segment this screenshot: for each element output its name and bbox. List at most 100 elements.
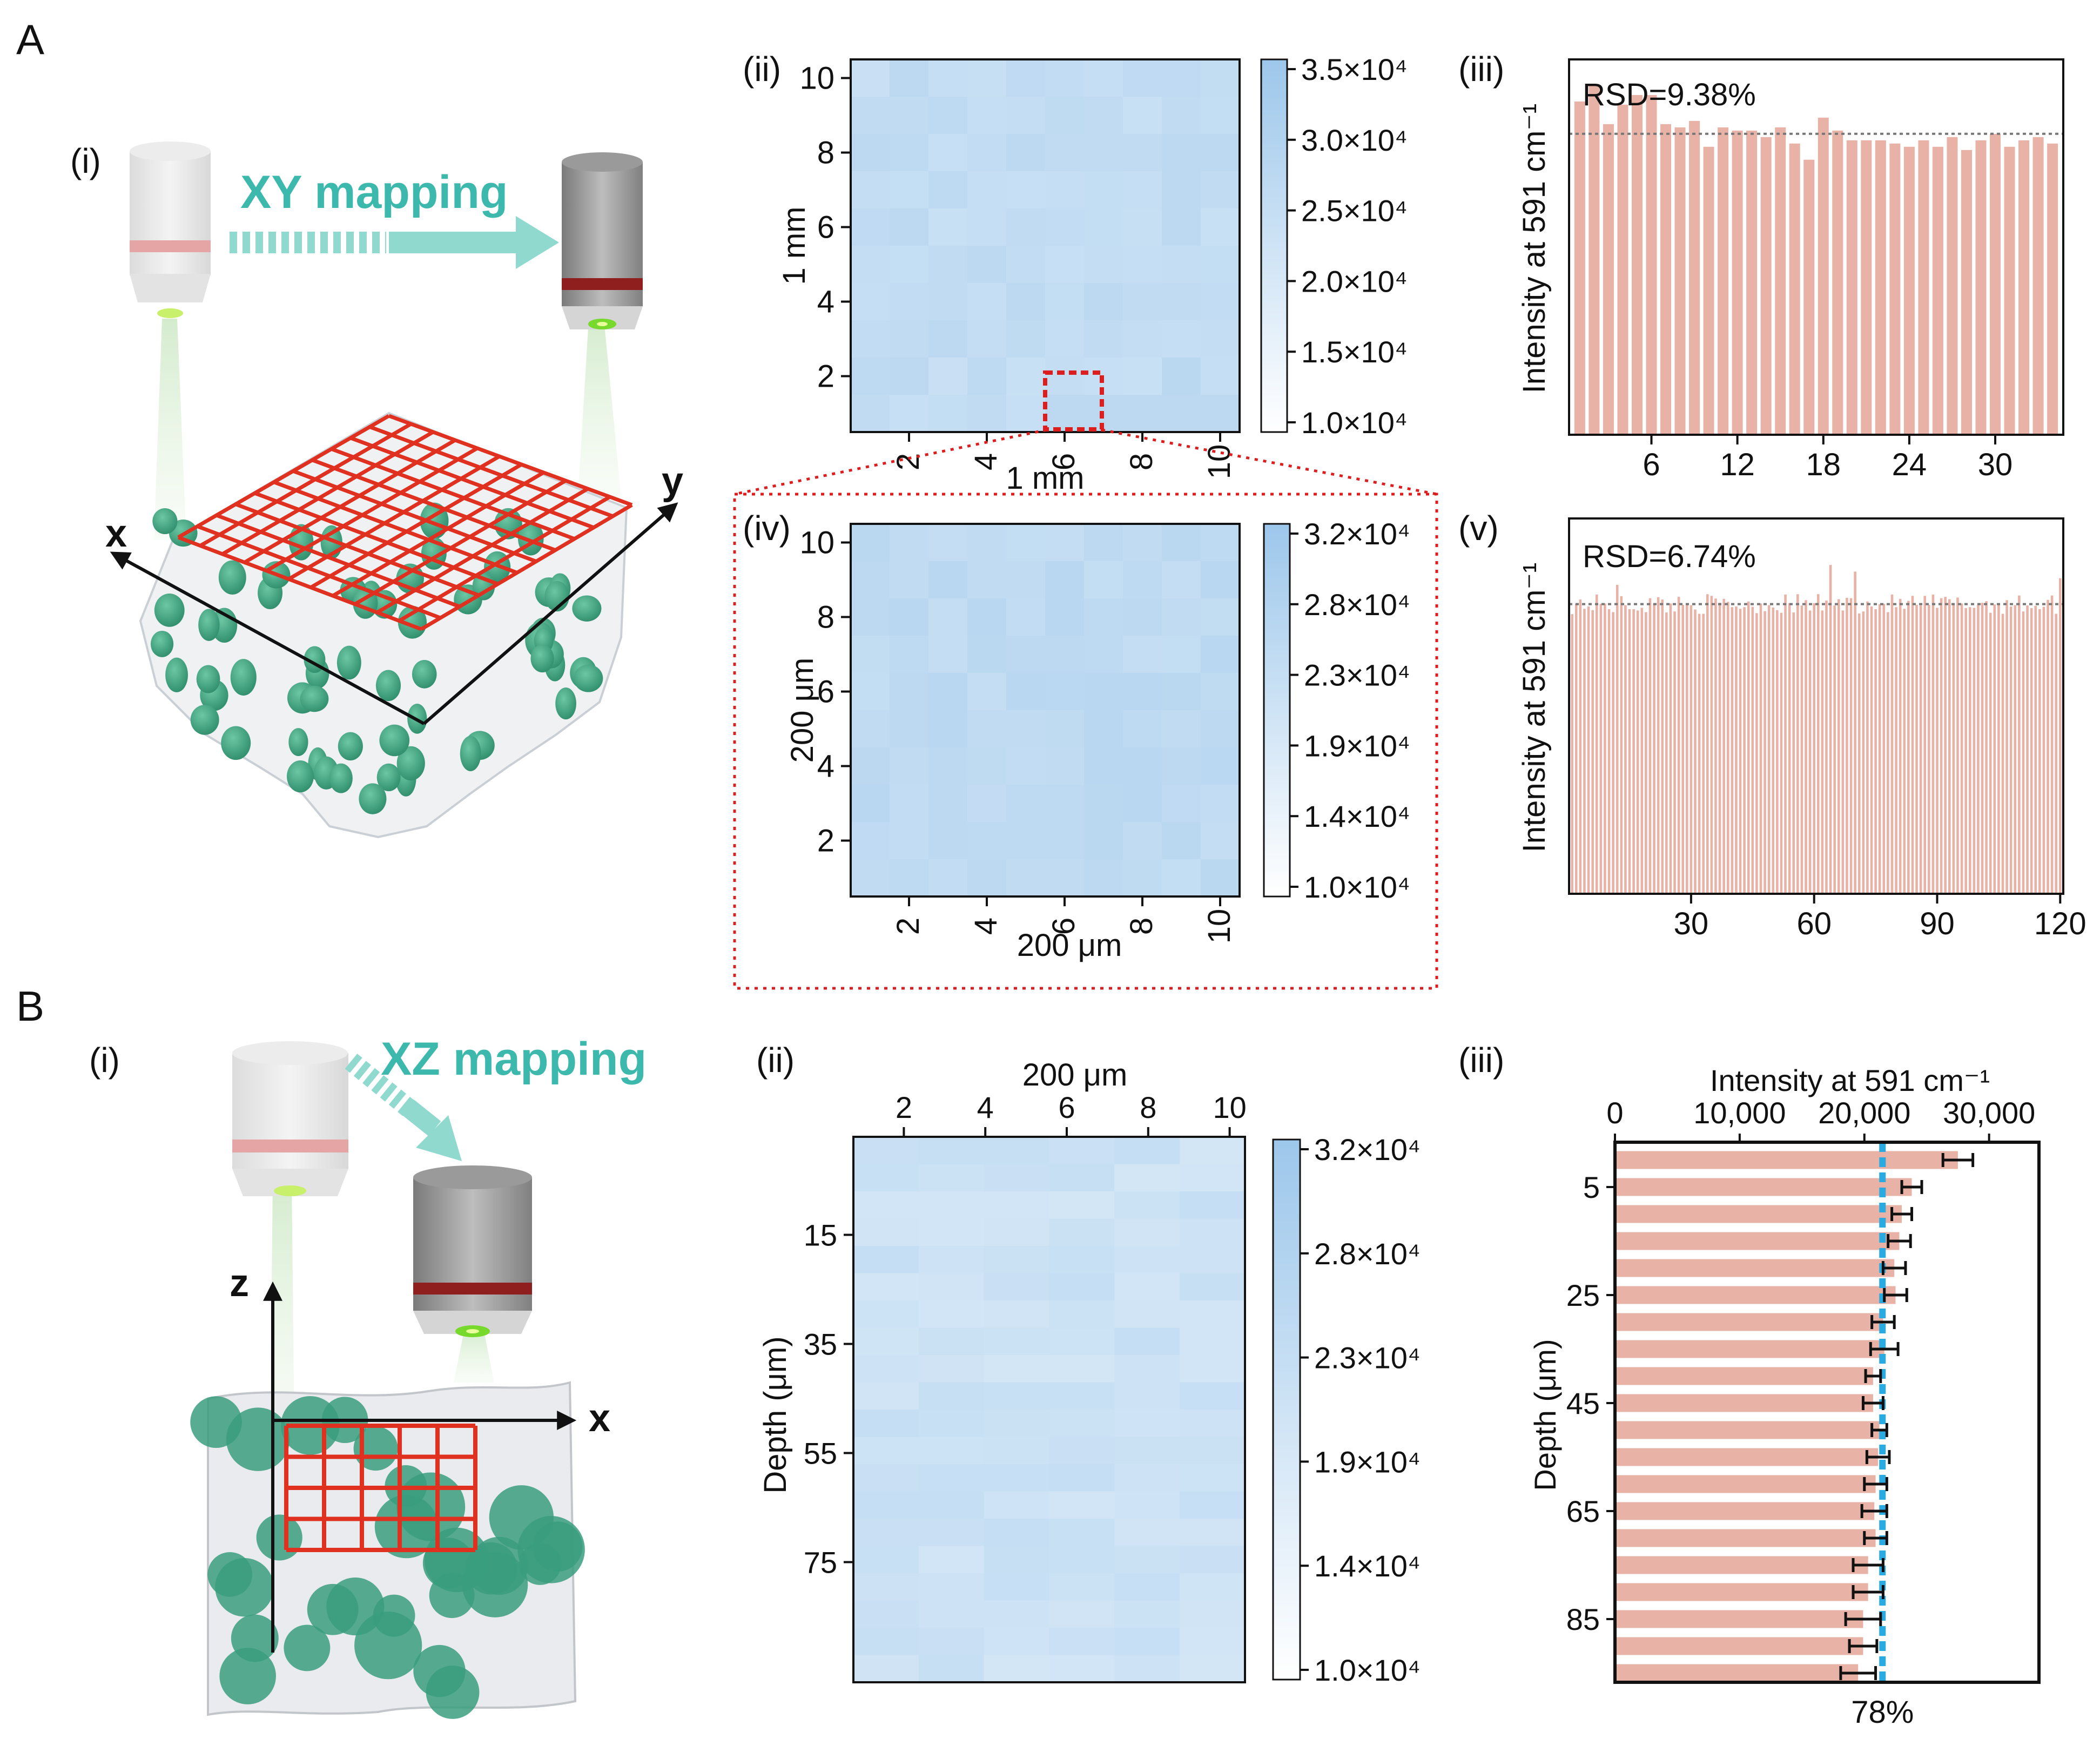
heatmap-cell	[853, 1600, 919, 1628]
colorbar-tick-label: 1.5×10⁴	[1301, 335, 1408, 369]
xz-mapping-title: XZ mapping	[381, 1033, 647, 1085]
heatmap-cell	[1201, 59, 1240, 97]
heatmap-cell	[1084, 710, 1123, 748]
colorbar-tick-label: 2.5×10⁴	[1301, 194, 1408, 228]
heatmap-cell	[851, 171, 890, 209]
colorbar-tick-label: 3.2×10⁴	[1304, 517, 1410, 551]
chart-heatmap-xy-mm: 2 4 6 8 10 2 4 6 8 10 1 mm 1 mm 1.0×10⁴ 1.5×10⁴ 2.0…	[777, 52, 1408, 496]
bar	[1640, 608, 1644, 894]
heatmap-cell	[984, 1600, 1050, 1628]
bead	[426, 1666, 480, 1719]
bar	[1615, 1529, 1876, 1547]
bead	[359, 783, 387, 814]
heatmap-cell	[1201, 822, 1240, 860]
bar	[1895, 607, 1897, 894]
grid-line	[273, 480, 518, 575]
heatmap-cell	[1084, 859, 1123, 897]
heatmap-cell	[1123, 598, 1162, 636]
heatmap-cell	[928, 785, 968, 823]
x-tick-label: 10	[1202, 909, 1237, 944]
xy-scan-grid	[177, 414, 633, 631]
heatmap-cell	[1180, 1300, 1246, 1329]
ylabel-a-ii: 1 mm	[777, 207, 812, 285]
bar	[1653, 603, 1655, 894]
heatmap-cell	[1045, 208, 1085, 246]
heatmap-cell	[918, 1137, 985, 1165]
grid-line	[216, 513, 461, 609]
bar	[1792, 612, 1795, 894]
heatmap-cell	[928, 747, 968, 785]
ticks-a-ii: 2 4 6 8 10 2 4 6 8 10	[799, 61, 1237, 480]
bar	[1686, 604, 1688, 894]
y-tick-label: 2	[817, 824, 834, 859]
heatmap-cell	[851, 320, 890, 358]
bar	[1615, 1502, 1875, 1520]
bar	[1669, 603, 1672, 894]
heatmap-cell	[1123, 320, 1162, 358]
bar	[1940, 598, 1943, 894]
bars-a-iii	[1574, 85, 2058, 435]
heatmap-cell	[1162, 358, 1201, 395]
bar	[1624, 605, 1627, 894]
bar	[1788, 603, 1791, 894]
y-tick-label: 6	[817, 210, 834, 245]
heatmap-cell	[1180, 1246, 1246, 1274]
heatmap-cell	[984, 1546, 1050, 1574]
bar	[1690, 605, 1693, 894]
y-tick-label: 2	[817, 359, 834, 394]
bar	[1821, 610, 1824, 894]
bar	[1813, 603, 1816, 894]
heatmap-cell	[1123, 636, 1162, 673]
heatmap-cell	[853, 1437, 919, 1465]
grid-line	[177, 535, 422, 631]
heatmap-cell	[853, 1410, 919, 1438]
heatmap-cell	[967, 395, 1007, 433]
bar	[1615, 1259, 1895, 1277]
bar	[1805, 600, 1807, 894]
heatmap-cell	[1162, 134, 1201, 172]
heatmap-cell	[1123, 59, 1162, 97]
bar	[1739, 609, 1742, 894]
bar	[1767, 605, 1771, 894]
heatmap-cell	[1045, 822, 1085, 860]
x-tick-label: 90	[1920, 906, 1955, 941]
heatmap-cell	[851, 822, 890, 860]
bar	[1615, 1448, 1879, 1466]
heatmap-cell	[984, 1273, 1050, 1301]
colorbar-tick-label: 1.4×10⁴	[1314, 1549, 1421, 1583]
bar	[1646, 95, 1657, 435]
panel-label-Av: (v)	[1458, 509, 1499, 548]
heatmap-cell	[1123, 561, 1162, 599]
bar	[2059, 578, 2062, 894]
heatmap-cell	[1114, 1327, 1180, 1356]
heatmap-cell	[1180, 1655, 1246, 1683]
heatmap-cell	[1162, 598, 1201, 636]
heatmap-cell	[1045, 171, 1085, 209]
heatmap-cell	[928, 859, 968, 897]
colorbar-a-ii	[1260, 58, 1288, 433]
bar	[2034, 605, 2037, 894]
heatmap-cell	[928, 97, 968, 134]
bar	[1615, 1664, 1859, 1682]
heatmap-cell	[918, 1382, 985, 1410]
heatmap-cell	[1201, 785, 1240, 823]
heatmap-cell	[1201, 395, 1240, 433]
bar	[1615, 1313, 1883, 1331]
plot-frame-a-v	[1568, 517, 2064, 895]
heatmap-cell	[1180, 1382, 1246, 1410]
y-tick-label: 4	[817, 285, 834, 320]
panel-label-Bii: (ii)	[756, 1041, 795, 1080]
heatmap-cell	[1180, 1137, 1246, 1165]
bead	[165, 657, 189, 692]
heatmap-cell	[851, 97, 890, 134]
heatmap-cell	[984, 1519, 1050, 1547]
bead	[230, 659, 257, 696]
heatmap-cell	[1049, 1573, 1115, 1601]
heatmap-cell	[1162, 320, 1201, 358]
colorbar-b-ii	[1272, 1138, 1301, 1681]
heatmap-cell	[1045, 320, 1085, 358]
heatmap-cell	[851, 747, 890, 785]
x-tick-label: 8	[1124, 918, 1159, 935]
heatmap-cell	[1114, 1164, 1180, 1192]
bar	[2055, 614, 2058, 894]
